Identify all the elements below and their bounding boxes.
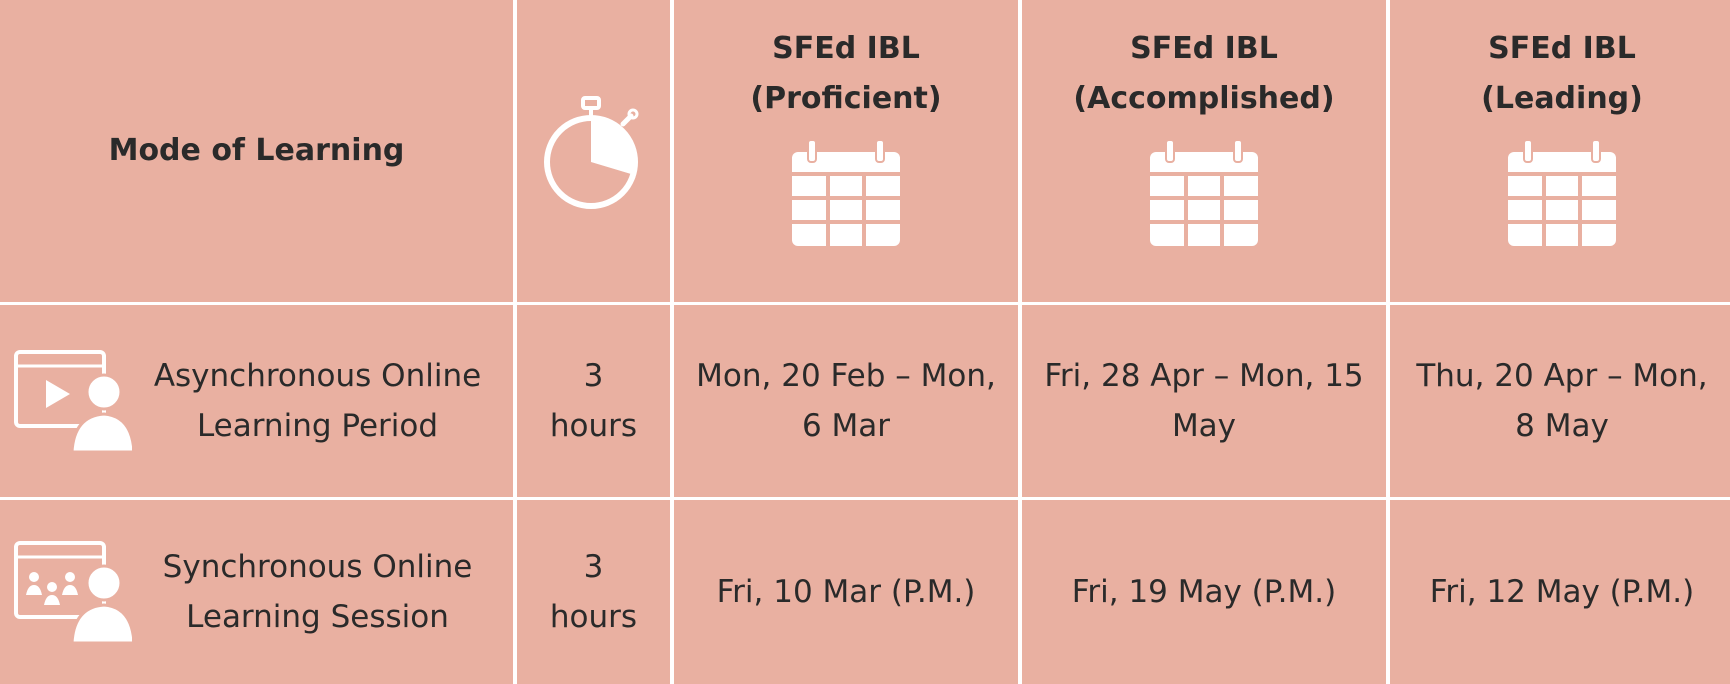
level-title: SFEd IBL — [772, 31, 920, 66]
header-level-leading: SFEd IBL (Leading) — [1390, 0, 1730, 302]
duration-unit: hours — [549, 408, 638, 444]
mode-name-line: Asynchronous Online — [153, 358, 482, 394]
date-line: Mon, 20 Feb – Mon, — [696, 358, 996, 394]
date-cell-proficient: Fri, 10 Mar (P.M.) — [674, 500, 1018, 684]
level-title: SFEd IBL — [1488, 31, 1636, 66]
calendar-icon — [792, 139, 900, 246]
date-line: Fri, 10 Mar (P.M.) — [716, 574, 976, 610]
mode-name-line: Synchronous Online — [162, 549, 473, 585]
stopwatch-icon — [543, 96, 638, 209]
date-cell-leading: Fri, 12 May (P.M.) — [1390, 500, 1730, 684]
date-line: 8 May — [1515, 408, 1609, 444]
mode-of-learning-label: Mode of Learning — [108, 133, 405, 168]
date-line: Fri, 19 May (P.M.) — [1071, 574, 1337, 610]
mode-name-line: Learning Period — [196, 408, 439, 444]
mode-cell-asynchronous: Asynchronous Online Learning Period — [0, 305, 513, 497]
mode-cell-synchronous: Synchronous Online Learning Session — [0, 500, 513, 684]
duration-cell: 3 hours — [517, 500, 670, 684]
level-title: SFEd IBL — [1130, 31, 1278, 66]
header-level-accomplished: SFEd IBL (Accomplished) — [1022, 0, 1386, 302]
video-learner-icon — [14, 350, 132, 454]
header-mode-of-learning: Mode of Learning — [0, 0, 513, 302]
duration-value: 3 — [583, 358, 604, 394]
mode-name-line: Learning Session — [186, 599, 449, 635]
date-cell-accomplished: Fri, 28 Apr – Mon, 15 May — [1022, 305, 1386, 497]
duration-value: 3 — [583, 549, 604, 585]
header-duration — [517, 0, 670, 302]
duration-unit: hours — [549, 599, 638, 635]
header-level-proficient: SFEd IBL (Proficient) — [674, 0, 1018, 302]
group-session-icon — [14, 541, 132, 645]
level-subtitle: (Proficient) — [750, 81, 942, 116]
date-cell-proficient: Mon, 20 Feb – Mon, 6 Mar — [674, 305, 1018, 497]
date-line: May — [1171, 408, 1237, 444]
date-cell-leading: Thu, 20 Apr – Mon, 8 May — [1390, 305, 1730, 497]
date-line: Fri, 12 May (P.M.) — [1429, 574, 1695, 610]
duration-cell: 3 hours — [517, 305, 670, 497]
calendar-icon — [1508, 139, 1616, 246]
level-subtitle: (Accomplished) — [1073, 81, 1335, 116]
date-line: Fri, 28 Apr – Mon, 15 — [1044, 358, 1364, 394]
calendar-icon — [1150, 139, 1258, 246]
date-line: 6 Mar — [801, 408, 891, 444]
level-subtitle: (Leading) — [1481, 81, 1643, 116]
date-line: Thu, 20 Apr – Mon, — [1416, 358, 1708, 394]
date-cell-accomplished: Fri, 19 May (P.M.) — [1022, 500, 1386, 684]
